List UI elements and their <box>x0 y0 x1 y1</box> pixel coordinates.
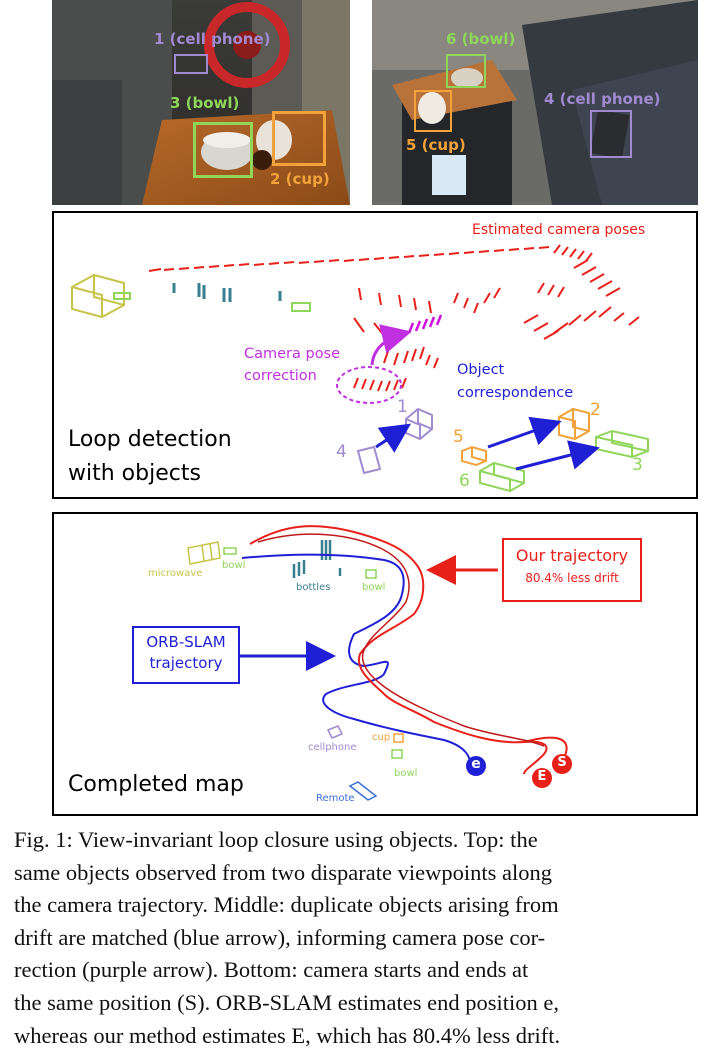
our-trajectory-label: Our trajectory <box>515 546 629 565</box>
map-label-bottles: bottles <box>296 582 331 593</box>
corrected-poses <box>407 314 443 334</box>
map-label-cellphone: cellphone <box>308 742 357 753</box>
loop-detection-panel: Estimated camera poses Camera pose corre… <box>52 211 698 499</box>
orb-slam-label-1: ORB-SLAM <box>146 633 226 651</box>
pose-correction-label-2: correction <box>244 368 317 384</box>
bbox-cell-phone-1 <box>174 54 208 74</box>
object-number-3: 3 <box>632 455 643 475</box>
orb-slam-box: ORB-SLAM trajectory <box>132 626 240 684</box>
object-number-2: 2 <box>590 400 601 420</box>
pose-correction-label-1: Camera pose <box>244 346 341 362</box>
object-3-cube <box>595 429 649 459</box>
object-correspondence-label-1: Object <box>457 362 505 378</box>
photo-left: 1 (cell phone) 3 (bowl) 2 (cup) <box>52 0 350 205</box>
microwave-wire <box>71 273 125 319</box>
caption-line: rection (purple arrow). Bottom: camera s… <box>14 957 529 983</box>
label-cup-5: 5 (cup) <box>406 136 466 154</box>
caption-line: same objects observed from two disparate… <box>14 859 552 885</box>
map-cup <box>393 733 404 743</box>
label-cup-2: 2 (cup) <box>270 170 330 188</box>
label-cell-phone-4: 4 (cell phone) <box>544 90 661 108</box>
caption-line: drift are matched (blue arrow), informin… <box>14 924 546 950</box>
loop-detection-diagram <box>71 244 649 493</box>
map-label-cup: cup <box>372 732 391 743</box>
marker-E-label: E <box>537 769 547 784</box>
arrow-4-to-1 <box>375 423 411 453</box>
completed-map-panel: microwave bowl bottles bowl cellphone cu… <box>52 512 698 816</box>
bbox-bowl-6 <box>446 54 486 88</box>
caption-line: the same position (S). ORB-SLAM estimate… <box>14 989 559 1015</box>
object-number-1: 1 <box>397 397 408 417</box>
bbox-cell-phone-4 <box>590 110 632 158</box>
camera-pose-ticks <box>148 244 640 392</box>
completed-map-title: Completed map <box>68 772 244 797</box>
arrow-6-to-3 <box>515 440 600 471</box>
object-number-5: 5 <box>453 427 464 447</box>
object-number-6: 6 <box>459 471 470 491</box>
map-label-bowl-mid: bowl <box>362 582 386 593</box>
our-trajectory-path <box>249 525 568 775</box>
marker-E <box>532 768 552 788</box>
object-4-phone <box>356 445 382 475</box>
marker-S <box>552 754 572 774</box>
map-remote <box>348 781 378 801</box>
label-bowl-3: 3 (bowl) <box>170 94 240 112</box>
object-5-cube <box>461 445 487 467</box>
map-bowl-top <box>223 547 237 555</box>
map-label-microwave: microwave <box>148 568 203 579</box>
arrow-5-to-2 <box>487 416 562 449</box>
map-bowl-mid <box>365 569 377 579</box>
map-label-bowl-top: bowl <box>222 560 246 571</box>
pose-correction-arrow <box>370 324 412 366</box>
bowl-wire-left <box>113 292 131 300</box>
our-trajectory-path-2 <box>257 533 545 747</box>
object-correspondence-label-2: correspondence <box>457 385 574 401</box>
object-2-cube <box>558 407 590 441</box>
photo-left-scene <box>52 0 350 205</box>
bbox-cup-2 <box>272 111 326 166</box>
photo-right: 6 (bowl) 5 (cup) 4 (cell phone) <box>372 0 698 205</box>
loop-detection-title-2: with objects <box>68 461 201 486</box>
label-bowl-6: 6 (bowl) <box>446 30 516 48</box>
bowl-wire-mid <box>291 302 311 312</box>
estimated-poses-label: Estimated camera poses <box>472 222 646 238</box>
bbox-cup-5 <box>414 90 452 132</box>
map-cellphone <box>326 725 344 739</box>
caption-line: Fig. 1: View-invariant loop closure usin… <box>14 827 538 852</box>
completed-map-diagram <box>187 525 572 801</box>
photo-right-scene <box>372 0 698 205</box>
marker-S-label: S <box>557 755 567 770</box>
caption-line: the camera trajectory. Middle: duplicate… <box>14 892 559 918</box>
label-cell-phone-1: 1 (cell phone) <box>154 30 271 48</box>
marker-e <box>466 756 486 776</box>
map-microwave <box>187 541 221 565</box>
less-drift-label: 80.4% less drift <box>525 571 619 585</box>
bbox-bowl-3 <box>193 122 253 178</box>
orb-slam-label-2: trajectory <box>149 654 223 672</box>
object-number-4: 4 <box>336 442 347 462</box>
figure-caption: Fig. 1: View-invariant loop closure usin… <box>14 824 714 1052</box>
bottles-wire <box>172 283 282 302</box>
map-label-remote: Remote <box>316 793 355 804</box>
map-bowl-low <box>391 749 403 759</box>
orb-slam-path <box>241 553 472 769</box>
map-bottles <box>292 540 342 578</box>
marker-e-label: e <box>471 756 481 772</box>
object-6-cube <box>479 461 525 493</box>
map-label-bowl-low: bowl <box>394 768 418 779</box>
our-trajectory-box: Our trajectory 80.4% less drift <box>502 538 642 602</box>
object-1-cube <box>405 407 433 441</box>
pose-correction-ellipse <box>336 366 402 404</box>
caption-line: whereas our method estimates E, which ha… <box>14 1022 561 1048</box>
loop-detection-title-1: Loop detection <box>68 427 232 452</box>
